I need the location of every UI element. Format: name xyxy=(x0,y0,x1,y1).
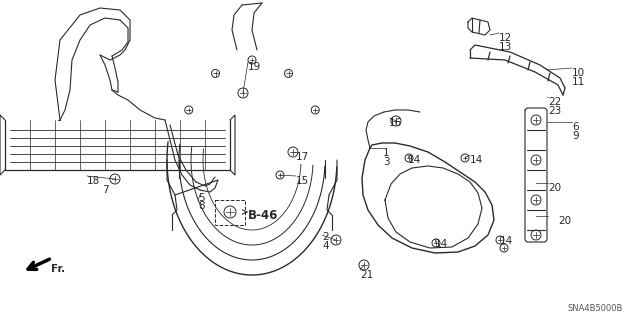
Text: 5: 5 xyxy=(198,193,205,203)
Text: 2: 2 xyxy=(322,232,328,242)
Text: Fr.: Fr. xyxy=(51,264,65,274)
Bar xyxy=(215,200,245,225)
Text: 16: 16 xyxy=(389,118,403,128)
Text: 17: 17 xyxy=(296,152,309,162)
Text: 12: 12 xyxy=(499,33,512,43)
Text: 1: 1 xyxy=(383,148,390,158)
Text: 8: 8 xyxy=(198,201,205,211)
Text: 15: 15 xyxy=(296,176,309,186)
Text: 21: 21 xyxy=(360,270,373,280)
Text: 14: 14 xyxy=(435,239,448,249)
Text: 9: 9 xyxy=(572,131,579,141)
Text: 3: 3 xyxy=(383,157,390,167)
Text: 20: 20 xyxy=(548,183,561,193)
Text: 22: 22 xyxy=(548,97,561,107)
Text: 14: 14 xyxy=(470,155,483,165)
Text: 19: 19 xyxy=(248,62,261,72)
Text: 7: 7 xyxy=(102,185,109,195)
Text: 11: 11 xyxy=(572,77,585,87)
Text: 10: 10 xyxy=(572,68,585,78)
Text: 4: 4 xyxy=(322,241,328,251)
Text: 14: 14 xyxy=(408,155,421,165)
Text: SNA4B5000B: SNA4B5000B xyxy=(567,304,622,313)
Text: 6: 6 xyxy=(572,122,579,132)
Text: 13: 13 xyxy=(499,42,512,52)
Text: 20: 20 xyxy=(558,216,571,226)
Text: 14: 14 xyxy=(500,236,513,246)
Text: B-46: B-46 xyxy=(248,209,278,222)
Text: 23: 23 xyxy=(548,106,561,116)
Text: 18: 18 xyxy=(87,176,100,186)
